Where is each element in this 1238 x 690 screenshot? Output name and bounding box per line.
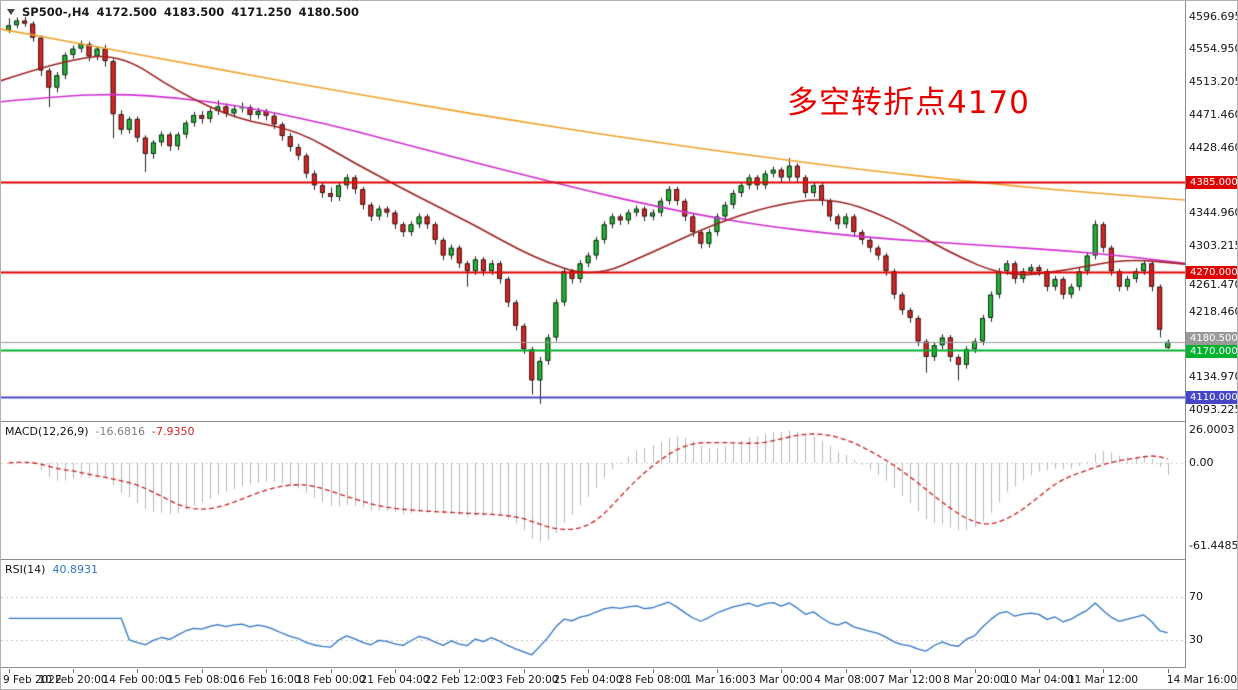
price-tick-label: 4428.460: [1189, 141, 1238, 154]
time-axis-label: 3 Mar 00:00: [749, 674, 813, 686]
time-axis-label: 15 Feb 08:00: [167, 674, 237, 686]
macd-indicator-label: MACD(12,26,9) -16.6816 -7.9350: [5, 425, 194, 438]
main-macd-panel-separator[interactable]: [1, 421, 1237, 422]
time-axis-label: 10 Mar 04:00: [1003, 674, 1075, 686]
price-tick-label: 4303.215: [1189, 239, 1238, 252]
time-axis-separator: [1, 667, 1237, 668]
time-axis-label: 18 Feb 00:00: [296, 674, 366, 686]
time-tick: [1039, 669, 1040, 673]
chart-annotation-text[interactable]: 多空转折点4170: [787, 85, 1030, 121]
time-axis-label: 21 Feb 04:00: [360, 674, 430, 686]
high-value: 4183.500: [163, 5, 225, 19]
time-tick: [524, 669, 525, 673]
symbol-period-label: SP500-,H4: [22, 5, 90, 19]
time-tick: [459, 669, 460, 673]
price-tick-label: 4218.460: [1189, 305, 1238, 318]
time-axis: 9 Feb 2022 10 Feb 20:00 14 Feb 00:00 15 Feb…: [1, 669, 1237, 689]
rsi-panel-canvas[interactable]: [1, 560, 1185, 666]
time-axis-label: 14 Feb 00:00: [102, 674, 172, 686]
time-tick: [588, 669, 589, 673]
rsi-value: 40.8931: [52, 563, 98, 576]
macd-panel-canvas[interactable]: [1, 422, 1185, 558]
time-axis-label: 4 Mar 08:00: [814, 674, 878, 686]
open-value: 4172.500: [96, 5, 157, 19]
price-tick-label: 4596.695: [1189, 10, 1238, 23]
macd-axis-label: 0.00: [1189, 456, 1214, 469]
macd-axis-label: 26.0003: [1189, 423, 1235, 436]
macd-axis-label: -61.4485: [1189, 539, 1238, 552]
rsi-name: RSI(14): [5, 563, 46, 576]
time-axis-label: 10 Feb 20:00: [38, 674, 108, 686]
time-tick: [9, 669, 10, 673]
chart-title: SP500-,H4 4172.500 4183.500 4171.250 418…: [7, 5, 359, 19]
time-tick: [653, 669, 654, 673]
price-axis-separator: [1185, 1, 1186, 668]
time-axis-label: 23 Feb 20:00: [489, 674, 559, 686]
time-tick: [331, 669, 332, 673]
time-tick: [1168, 669, 1169, 673]
time-axis-label: 22 Feb 12:00: [424, 674, 494, 686]
one-click-trading-icon[interactable]: [7, 9, 15, 15]
price-tick-label: 4513.205: [1189, 75, 1238, 88]
time-tick: [137, 669, 138, 673]
price-tick-label: 4344.960: [1189, 206, 1238, 219]
close-value: 4180.500: [298, 5, 360, 19]
time-tick: [395, 669, 396, 673]
price-line-badge: 4270.000: [1186, 266, 1237, 279]
macd-name: MACD(12,26,9): [5, 425, 89, 438]
low-value: 4171.250: [231, 5, 292, 19]
time-tick: [717, 669, 718, 673]
time-axis-label: 7 Mar 12:00: [878, 674, 942, 686]
macd-rsi-panel-separator[interactable]: [1, 559, 1237, 560]
time-axis-label: 11 Mar 12:00: [1067, 674, 1139, 686]
rsi-indicator-label: RSI(14) 40.8931: [5, 563, 98, 576]
time-tick: [781, 669, 782, 673]
time-tick: [846, 669, 847, 673]
time-axis-label: 1 Mar 16:00: [685, 674, 749, 686]
time-axis-label: 9 Feb 2022: [3, 674, 62, 686]
price-line-badge: 4110.000: [1186, 391, 1237, 404]
rsi-level-label: 30: [1189, 633, 1203, 646]
time-tick: [1103, 669, 1104, 673]
price-tick-label: 4261.470: [1189, 278, 1238, 291]
time-axis-label: 28 Feb 08:00: [618, 674, 688, 686]
price-tick-label: 4554.950: [1189, 42, 1238, 55]
price-line-badge: 4180.500: [1186, 332, 1237, 345]
time-tick: [202, 669, 203, 673]
time-tick: [73, 669, 74, 673]
macd-signal-value: -7.9350: [152, 425, 195, 438]
price-tick-label: 4471.460: [1189, 108, 1238, 121]
price-line-badge: 4170.000: [1186, 345, 1237, 358]
time-tick: [975, 669, 976, 673]
rsi-level-label: 70: [1189, 590, 1203, 603]
price-tick-label: 4093.225: [1189, 403, 1238, 416]
time-axis-label: 25 Feb 04:00: [553, 674, 623, 686]
time-axis-label: 14 Mar 16:00: [1166, 674, 1237, 686]
time-tick: [266, 669, 267, 673]
macd-main-value: -16.6816: [95, 425, 146, 438]
price-tick-label: 4134.970: [1189, 370, 1238, 383]
price-line-badge: 4385.000: [1186, 176, 1237, 189]
time-axis-label: 16 Feb 16:00: [231, 674, 301, 686]
price-axis: 4596.695 4554.950 4513.205 4471.460 4428.460…: [1186, 1, 1238, 668]
time-axis-label: 8 Mar 20:00: [943, 674, 1007, 686]
main-price-chart-canvas[interactable]: [1, 1, 1185, 421]
time-tick: [910, 669, 911, 673]
